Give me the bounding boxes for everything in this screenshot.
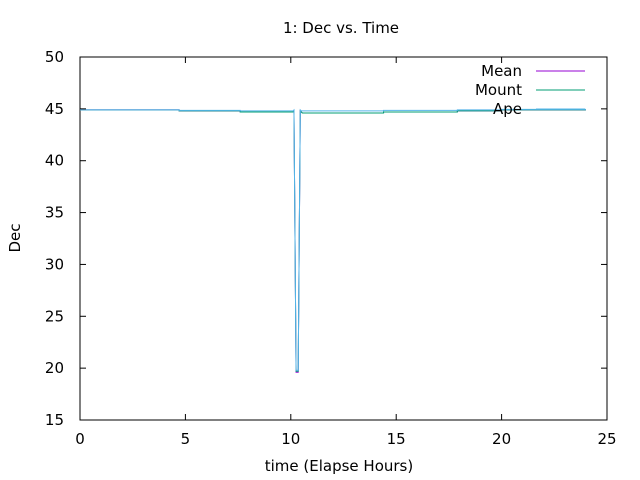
x-axis-label: time (Elapse Hours) [265, 457, 413, 475]
x-tick-label: 15 [387, 430, 406, 448]
y-tick-label: 45 [45, 100, 64, 118]
y-tick-label: 15 [45, 411, 64, 429]
y-tick-label: 40 [45, 152, 64, 170]
legend-label: Mount [475, 81, 522, 99]
x-tick-label: 25 [597, 430, 616, 448]
series-line-ape [80, 108, 586, 371]
y-tick-label: 20 [45, 359, 64, 377]
legend-label: Mean [481, 62, 522, 80]
plot-frame [79, 56, 608, 421]
x-tick-label: 0 [75, 430, 85, 448]
y-tick-label: 50 [45, 48, 64, 66]
y-axis-label: Dec [6, 223, 24, 252]
x-tick-label: 20 [492, 430, 511, 448]
series-line-mean [80, 109, 586, 373]
legend-label: Ape [493, 100, 522, 118]
x-tick-label: 10 [281, 430, 300, 448]
series-line-mount [80, 109, 586, 372]
y-tick-label: 30 [45, 255, 64, 273]
y-tick-label: 35 [45, 204, 64, 222]
x-tick-label: 5 [181, 430, 191, 448]
y-tick-label: 25 [45, 307, 64, 325]
chart-title: 1: Dec vs. Time [283, 19, 399, 37]
